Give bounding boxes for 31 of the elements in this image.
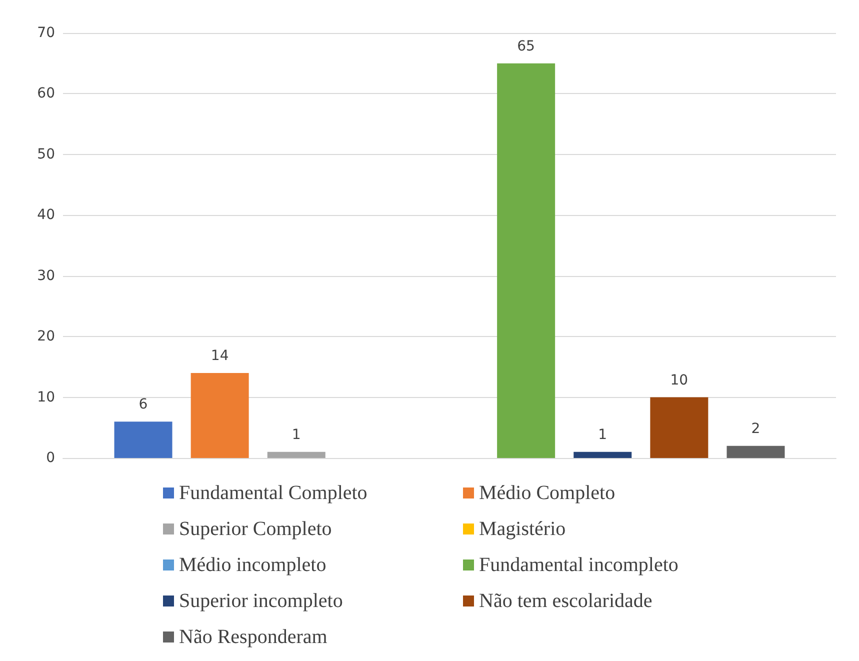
- y-tick-label: 20: [37, 328, 55, 345]
- data-label: 10: [670, 372, 688, 388]
- y-tick-label: 10: [37, 389, 55, 406]
- y-tick-label: 50: [37, 146, 55, 162]
- legend-label: Médio incompleto: [179, 554, 326, 576]
- legend-label: Fundamental Completo: [179, 482, 368, 504]
- data-label: 1: [292, 426, 301, 443]
- data-label: 2: [751, 420, 760, 437]
- bar: [497, 63, 556, 458]
- y-tick-label: 40: [37, 207, 55, 224]
- y-tick-label: 70: [37, 25, 55, 41]
- bar: [267, 452, 326, 458]
- legend-label: Fundamental incompleto: [479, 554, 678, 576]
- y-tick-label: 30: [37, 268, 55, 284]
- data-label: 1: [598, 426, 608, 443]
- legend-label: Não Responderam: [179, 626, 328, 648]
- legend-label: Superior incompleto: [179, 590, 343, 612]
- bar: [650, 397, 708, 458]
- data-label: 65: [517, 38, 535, 54]
- data-label: 14: [210, 348, 229, 364]
- bar: [114, 422, 172, 458]
- legend-label: Médio Completo: [479, 482, 616, 504]
- y-tick-label: 0: [46, 450, 55, 466]
- bar: [190, 373, 249, 458]
- data-label: 6: [138, 396, 148, 413]
- legend-label: Superior Completo: [179, 518, 332, 540]
- bar: [574, 452, 632, 458]
- legend-label: Não tem escolaridade: [479, 590, 652, 612]
- bar: [726, 446, 785, 458]
- legend-label: Magistério: [479, 518, 566, 540]
- y-tick-label: 60: [37, 86, 55, 102]
